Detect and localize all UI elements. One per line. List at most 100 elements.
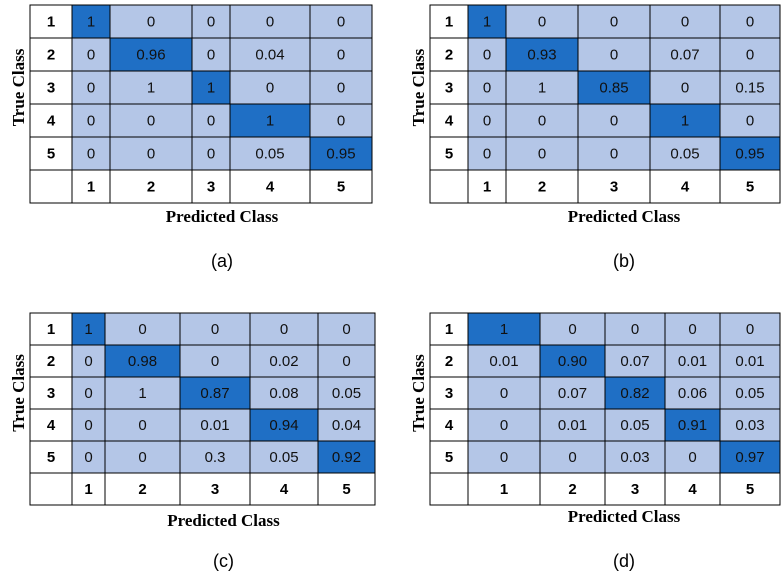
- cell-value: 0.07: [558, 385, 587, 402]
- cell-value: 0.90: [558, 353, 587, 370]
- row-header-cell: [429, 70, 469, 105]
- cell-value: 1: [266, 112, 274, 129]
- matrix-cell: [104, 376, 181, 410]
- cell-value: 0: [568, 321, 576, 338]
- cell-value: 0.05: [255, 145, 284, 162]
- matrix-cell: [309, 4, 373, 39]
- matrix-cell: [249, 376, 319, 410]
- matrix-cell: [467, 103, 507, 138]
- cell-value: 1: [138, 385, 146, 402]
- panel-caption: (d): [613, 551, 635, 571]
- cell-value: 0: [337, 79, 345, 96]
- matrix-cell: [191, 136, 231, 171]
- cell-value: 0: [483, 46, 491, 63]
- col-label: 5: [746, 481, 754, 498]
- row-header-cell: [29, 344, 73, 378]
- cell-value: 0.06: [678, 385, 707, 402]
- matrix-cell: [649, 4, 721, 39]
- matrix-cell: [664, 440, 721, 474]
- cell-value: 0.15: [735, 79, 764, 96]
- cell-value: 0.01: [558, 417, 587, 434]
- matrix-cell: [229, 70, 311, 105]
- matrix-cell: [109, 103, 193, 138]
- row-header-cell: [29, 408, 73, 442]
- cell-value: 0: [87, 79, 95, 96]
- row-header-cell: [429, 37, 469, 72]
- cell-value: 0: [483, 79, 491, 96]
- cell-value: 0: [280, 321, 288, 338]
- matrix-cell: [191, 37, 231, 72]
- corner-cell: [29, 169, 73, 204]
- col-label: 2: [147, 178, 155, 195]
- col-label: 5: [746, 178, 754, 195]
- cell-value: 0: [207, 13, 215, 30]
- cell-value: 0: [746, 321, 754, 338]
- col-label: 4: [280, 481, 289, 498]
- matrix-cell: [71, 103, 111, 138]
- col-header-cell: [179, 472, 251, 506]
- col-label: 1: [84, 481, 92, 498]
- col-header-cell: [649, 169, 721, 204]
- cell-value: 0: [147, 145, 155, 162]
- row-label: 2: [445, 46, 453, 63]
- y-axis-title: True Class: [409, 48, 428, 126]
- matrix-cell: [249, 440, 319, 474]
- cell-value: 0: [610, 145, 618, 162]
- cell-value: 0.3: [205, 449, 226, 466]
- matrix-cell: [309, 103, 373, 138]
- matrix-cell: [104, 312, 181, 346]
- matrix-cell: [539, 440, 606, 474]
- matrix-cell: [467, 312, 541, 346]
- cell-value: 0.03: [620, 449, 649, 466]
- cell-value: 0.05: [670, 145, 699, 162]
- matrix-cell: [71, 37, 111, 72]
- cell-value: 0: [538, 145, 546, 162]
- cell-value: 0.96: [136, 46, 165, 63]
- matrix-cell: [467, 440, 541, 474]
- x-axis-title: Predicted Class: [167, 511, 280, 530]
- cell-value: 0.04: [332, 417, 361, 434]
- cell-value: 0: [688, 321, 696, 338]
- row-label: 2: [47, 353, 55, 370]
- matrix-cell: [467, 70, 507, 105]
- cell-value: 1: [500, 321, 508, 338]
- row-label: 3: [47, 79, 55, 96]
- cell-value: 0: [87, 145, 95, 162]
- matrix-cell: [179, 440, 251, 474]
- matrix-cell: [467, 376, 541, 410]
- cell-value: 0.97: [735, 449, 764, 466]
- row-label: 3: [445, 79, 453, 96]
- matrix-cell: [577, 37, 651, 72]
- cell-value: 0: [211, 353, 219, 370]
- col-label: 2: [538, 178, 546, 195]
- cell-value: 0.05: [269, 449, 298, 466]
- matrix-cell: [664, 408, 721, 442]
- cell-value: 0.05: [735, 385, 764, 402]
- cell-value: 0: [87, 112, 95, 129]
- cell-value: 0: [138, 321, 146, 338]
- cell-value: 1: [538, 79, 546, 96]
- corner-cell: [429, 472, 469, 506]
- row-header-cell: [29, 103, 73, 138]
- matrix-cell: [719, 70, 781, 105]
- y-axis-title: True Class: [409, 354, 428, 432]
- x-axis-title: Predicted Class: [568, 207, 681, 226]
- row-header-cell: [429, 344, 469, 378]
- matrix-cell: [104, 344, 181, 378]
- col-header-cell: [539, 472, 606, 506]
- row-label: 4: [47, 417, 56, 434]
- cell-value: 0: [342, 353, 350, 370]
- matrix-cell: [71, 344, 106, 378]
- cell-value: 0: [84, 385, 92, 402]
- cell-value: 0: [84, 353, 92, 370]
- row-label: 1: [445, 321, 453, 338]
- cell-value: 0.08: [269, 385, 298, 402]
- cell-value: 0: [681, 13, 689, 30]
- cell-value: 0.01: [489, 353, 518, 370]
- cell-value: 0: [500, 417, 508, 434]
- matrix-cell: [577, 4, 651, 39]
- matrix-cell: [604, 344, 666, 378]
- cell-value: 0: [138, 449, 146, 466]
- matrix-cell: [71, 70, 111, 105]
- matrix-cell: [539, 376, 606, 410]
